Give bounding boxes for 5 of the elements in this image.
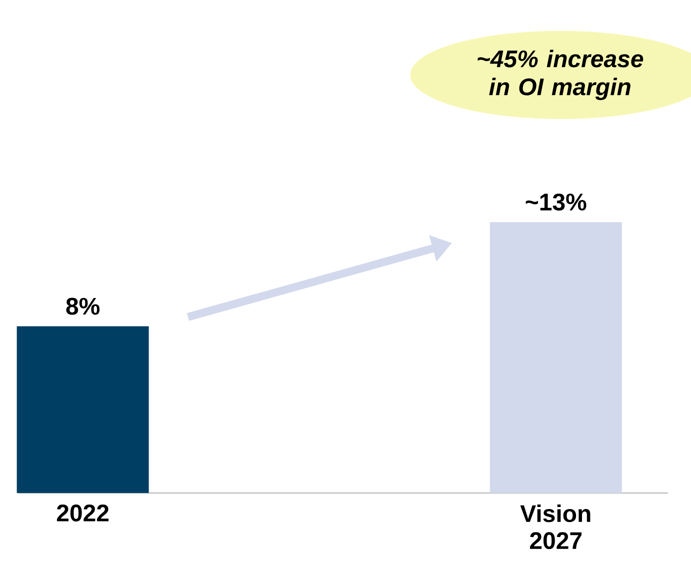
data-label: ~13% — [526, 194, 586, 211]
x-tick-label: 2022 — [56, 504, 109, 522]
data-label: 8% — [66, 298, 100, 315]
x-tick-label: Vision 2027 — [520, 504, 590, 550]
text: ~45% increase in OI margin — [478, 50, 644, 100]
